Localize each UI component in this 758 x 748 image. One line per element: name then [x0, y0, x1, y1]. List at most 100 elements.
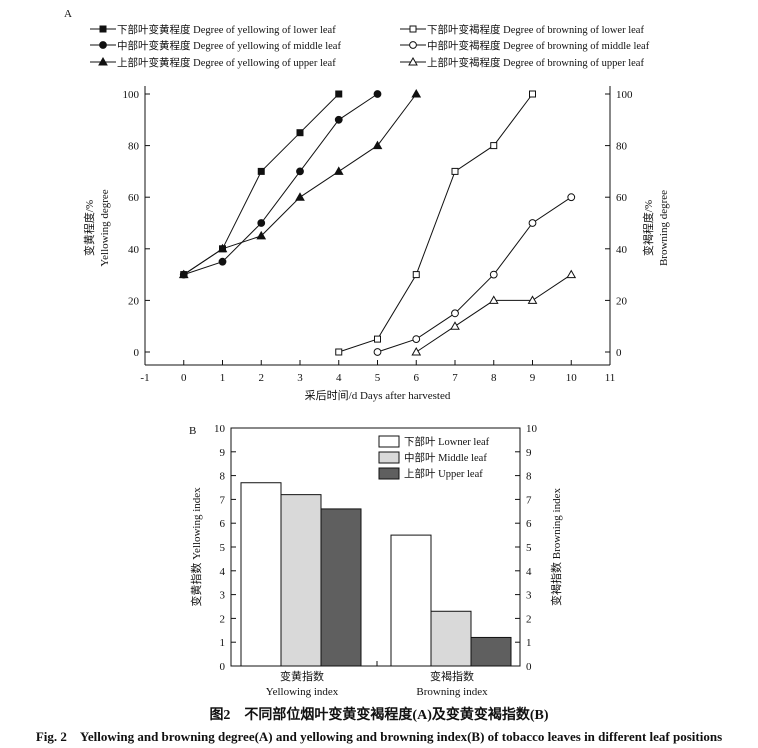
legend-swatch-1 [378, 435, 400, 448]
data-point-s3 [256, 230, 267, 240]
category-label-cn: 变黄指数 [280, 669, 324, 683]
data-point-s4 [529, 90, 536, 98]
y-right-tick-label: 1 [526, 637, 532, 649]
panel-label-a: A [64, 8, 72, 20]
x-tick-label: 11 [605, 372, 616, 384]
y-left-tick-label: 0 [134, 347, 140, 359]
caption-cn: 图2 不同部位烟叶变黄变褐程度(A)及变黄变褐指数(B) [209, 708, 549, 723]
legend-marker-4 [409, 25, 417, 33]
x-tick-label: -1 [140, 372, 149, 384]
y-left-tick-label: 0 [220, 661, 226, 673]
x-tick-label: 1 [220, 372, 226, 384]
y-right-tick-label: 9 [526, 447, 532, 459]
y-left-title-en: Yellowing degree [99, 189, 111, 267]
x-tick-label: 6 [414, 372, 420, 384]
bar-s2-c2 [430, 610, 472, 667]
data-point-s1 [296, 129, 304, 137]
x-tick-label: 5 [375, 372, 381, 384]
data-point-s1 [257, 167, 265, 175]
y-right-tick-label: 60 [616, 192, 628, 204]
x-tick-label: 8 [491, 372, 497, 384]
data-point-s4 [335, 348, 343, 356]
bar-s2-c1 [280, 494, 322, 667]
y-left-tick-label: 2 [220, 613, 226, 625]
bar-s1-c1 [240, 482, 282, 667]
data-point-s4 [412, 271, 420, 279]
legend-label-2: 中部叶 Middle leaf [404, 451, 487, 464]
y-right-tick-label: 40 [616, 244, 628, 256]
bar-s1-c2 [390, 534, 432, 667]
legend-label-1: 下部叶变黄程度 Degree of yellowing of lower lea… [117, 23, 336, 36]
y-right-tick-label: 4 [526, 566, 532, 578]
y-left-tick-label: 7 [220, 494, 226, 506]
data-point-s5 [567, 193, 576, 202]
y-left-title-cn: 变黄程度/% [82, 200, 96, 256]
x-tick-label: 2 [259, 372, 265, 384]
legend-label-4: 下部叶变褐程度 Degree of browning of lower leaf [427, 23, 644, 36]
data-point-s3 [333, 166, 344, 175]
data-point-s5 [373, 348, 382, 356]
legend-marker-1 [99, 25, 107, 33]
y-right-tick-label: 0 [526, 661, 532, 673]
data-point-s5 [489, 270, 498, 279]
data-point-s6 [450, 321, 460, 330]
data-point-s4 [451, 167, 459, 175]
series-line-6 [415, 274, 572, 353]
series-line-3 [183, 93, 417, 276]
data-point-s2 [373, 90, 382, 98]
legend-swatch-3 [378, 467, 400, 480]
y-right-tick-label: 100 [616, 89, 633, 101]
y-right-tick-label: 5 [526, 542, 532, 554]
y-right-title-en: Browning degree [658, 190, 670, 266]
x-tick-label: 7 [452, 372, 458, 384]
series-line-1 [183, 93, 340, 276]
legend-marker-2 [99, 41, 107, 49]
chart-b: B 0 0 1 1 2 2 3 3 4 4 5 5 6 6 7 7 8 8 9 9 10 10 变黄指数 Yellowing i… [189, 423, 563, 698]
legend-label-2: 中部叶变黄程度 Degree of yellowing of middle le… [117, 39, 341, 52]
y-left-tick-label: 4 [220, 566, 226, 578]
data-point-s6 [488, 295, 499, 304]
y-right-tick-label: 7 [526, 494, 532, 506]
data-point-s3 [411, 88, 422, 98]
series-line-5 [377, 196, 572, 353]
y-left-tick-label: 10 [214, 423, 226, 435]
y-right-tick-label: 2 [526, 613, 532, 625]
category-label-en: Yellowing index [266, 686, 339, 698]
legend-marker-5 [409, 41, 417, 49]
x-axis-title: 采后时间/d Days after harvested [305, 389, 451, 402]
y-right-tick-label: 8 [526, 471, 532, 483]
data-point-s2 [334, 115, 343, 124]
data-point-s5 [451, 309, 459, 318]
legend-label-1: 下部叶 Lowner leaf [404, 435, 490, 448]
data-point-s6 [527, 295, 538, 304]
y-left-tick-label: 80 [128, 141, 140, 153]
y-right-title: 变褐指数 Browning index [549, 488, 563, 606]
y-left-tick-label: 3 [220, 590, 226, 602]
y-left-tick-label: 20 [128, 295, 140, 307]
x-tick-label: 10 [566, 372, 578, 384]
data-point-s1 [335, 90, 343, 98]
chart-a: A 0 0 20 20 40 40 60 60 80 80 100 100 -1 0 1 2 3 4 5 6 7 8 9 10 1… [64, 8, 670, 402]
y-right-title-cn: 变褐程度/% [641, 200, 655, 256]
x-tick-label: 9 [530, 372, 536, 384]
legend-label-5: 中部叶变褐程度 Degree of browning of middle lea… [427, 39, 650, 52]
y-right-tick-label: 6 [526, 518, 532, 530]
data-point-s2 [257, 219, 266, 227]
y-left-tick-label: 9 [220, 447, 226, 459]
series-line-4 [338, 93, 533, 353]
y-right-tick-label: 0 [616, 347, 622, 359]
y-right-tick-label: 10 [526, 423, 538, 435]
y-left-tick-label: 40 [128, 244, 140, 256]
data-point-s4 [490, 142, 498, 150]
data-point-s3 [178, 269, 189, 279]
legend-marker-3 [98, 56, 108, 66]
x-tick-label: 0 [181, 372, 187, 384]
data-point-s2 [296, 167, 304, 176]
legend-label-3: 上部叶变黄程度 Degree of yellowing of upper lea… [117, 56, 336, 69]
y-left-tick-label: 1 [220, 637, 226, 649]
data-point-s4 [374, 335, 381, 343]
series-line-2 [183, 93, 378, 276]
y-left-tick-label: 60 [128, 192, 140, 204]
category-label-cn: 变褐指数 [430, 669, 474, 683]
data-point-s2 [218, 257, 227, 266]
